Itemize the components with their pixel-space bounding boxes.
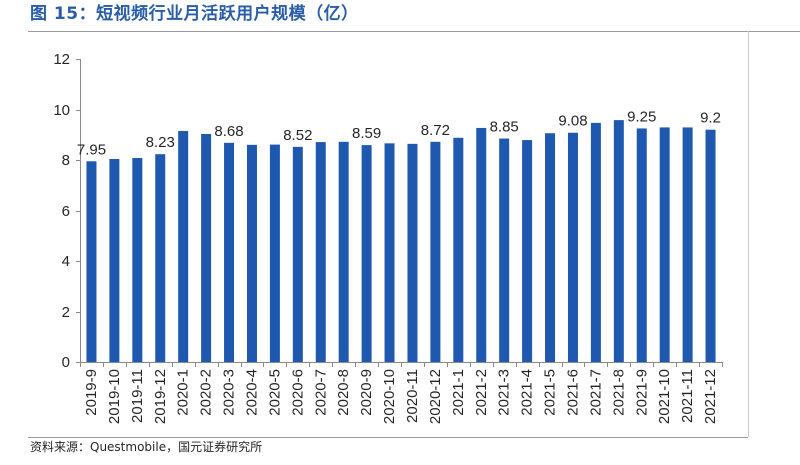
x-tick-label: 2021-12	[702, 369, 719, 424]
x-tick-label: 2020-5	[266, 369, 283, 416]
x-tick-label: 2019-9	[83, 369, 100, 416]
bar-2020-8	[338, 141, 349, 362]
data-label: 8.59	[352, 125, 381, 142]
x-tick-label: 2020-11	[404, 369, 421, 423]
x-tick-label: 2019-12	[152, 369, 169, 424]
y-tick-label: 0	[62, 354, 70, 371]
x-axis-ticks: 2019-9 2019-10 2019-11 2019-12 2020-1 2020-2 2…	[80, 362, 723, 424]
y-tick-label: 8	[62, 152, 70, 169]
data-label: 8.23	[146, 134, 175, 151]
x-tick-label: 2020-1	[175, 369, 192, 416]
data-label: 7.95	[77, 141, 106, 158]
data-label: 9.08	[558, 113, 587, 130]
x-tick-label: 2021-5	[542, 369, 559, 416]
bar-2020-6	[292, 146, 303, 362]
bar-2021-11	[682, 127, 693, 363]
x-tick-label: 2021-8	[610, 369, 627, 416]
x-tick-label: 2021-6	[564, 369, 581, 416]
bar-2019-11	[132, 157, 143, 362]
bar-2019-10	[109, 158, 120, 362]
bar-2020-2	[201, 133, 212, 362]
bar-2020-12	[430, 141, 441, 362]
bar-2019-12	[155, 154, 166, 362]
bar-2021-1	[453, 137, 464, 362]
x-tick-label: 2021-7	[587, 369, 604, 416]
bar-2021-7	[590, 122, 601, 362]
x-tick-label: 2020-9	[358, 369, 375, 416]
x-tick-label: 2020-12	[427, 369, 444, 424]
bar-2021-4	[522, 140, 533, 362]
bar-2020-7	[315, 142, 326, 362]
bar-2021-9	[636, 128, 647, 362]
plot-area: 0 2 4 6 8 10 12 2019-9 2019-10 2019-11 2019-12 202…	[53, 51, 723, 424]
y-tick-label: 2	[62, 304, 70, 321]
x-tick-label: 2021-11	[679, 369, 696, 423]
bar-2021-12	[705, 129, 716, 362]
x-tick-label: 2020-4	[243, 369, 260, 416]
bar-2020-5	[269, 144, 280, 362]
x-tick-label: 2020-3	[221, 369, 238, 416]
bar-2020-1	[178, 130, 189, 362]
data-label: 9.2	[700, 110, 721, 127]
x-tick-label: 2020-7	[312, 369, 329, 416]
y-tick-label: 12	[53, 51, 70, 68]
bar-series	[86, 120, 716, 363]
x-tick-label: 2021-3	[496, 369, 513, 416]
x-tick-label: 2019-10	[106, 369, 123, 424]
x-tick-label: 2019-11	[129, 369, 146, 423]
bar-2021-10	[659, 127, 670, 363]
y-tick-label: 10	[53, 102, 70, 119]
data-label: 8.52	[283, 127, 312, 144]
chart-title: 图 15：短视频行业月活跃用户规模（亿）	[30, 4, 359, 24]
x-tick-label: 2020-10	[381, 369, 398, 424]
y-axis-ticks: 0 2 4 6 8 10 12	[53, 51, 80, 371]
x-tick-label: 2021-1	[450, 369, 467, 416]
bar-2021-6	[567, 132, 578, 362]
source-note: 资料来源：Questmobile，国元证券研究所	[30, 440, 263, 454]
bar-2020-4	[246, 144, 257, 362]
data-label: 8.85	[490, 119, 519, 136]
bar-2019-9	[86, 161, 97, 362]
bar-2021-8	[613, 120, 624, 362]
x-tick-label: 2020-8	[335, 369, 352, 416]
x-tick-label: 2021-2	[473, 369, 490, 416]
bar-2021-3	[499, 138, 510, 362]
y-tick-label: 6	[62, 203, 70, 220]
x-tick-label: 2021-9	[633, 369, 650, 416]
y-tick-label: 4	[62, 253, 70, 270]
bar-2020-10	[384, 143, 395, 362]
data-label: 8.72	[421, 122, 450, 139]
data-label: 8.68	[214, 123, 243, 140]
data-label: 9.25	[627, 108, 656, 125]
bar-2020-9	[361, 145, 372, 362]
x-tick-label: 2020-6	[289, 369, 306, 416]
data-labels: 7.95 8.23 8.68 8.52 8.59 8.72 8.85 9.08 9.25 9.2	[77, 108, 721, 158]
bar-2021-2	[476, 127, 487, 363]
bar-2020-3	[224, 142, 235, 362]
x-tick-label: 2021-10	[656, 369, 673, 424]
x-tick-label: 2020-2	[198, 369, 215, 416]
x-tick-label: 2021-4	[519, 369, 536, 416]
bar-2021-5	[545, 133, 556, 362]
bar-2020-11	[407, 143, 418, 362]
